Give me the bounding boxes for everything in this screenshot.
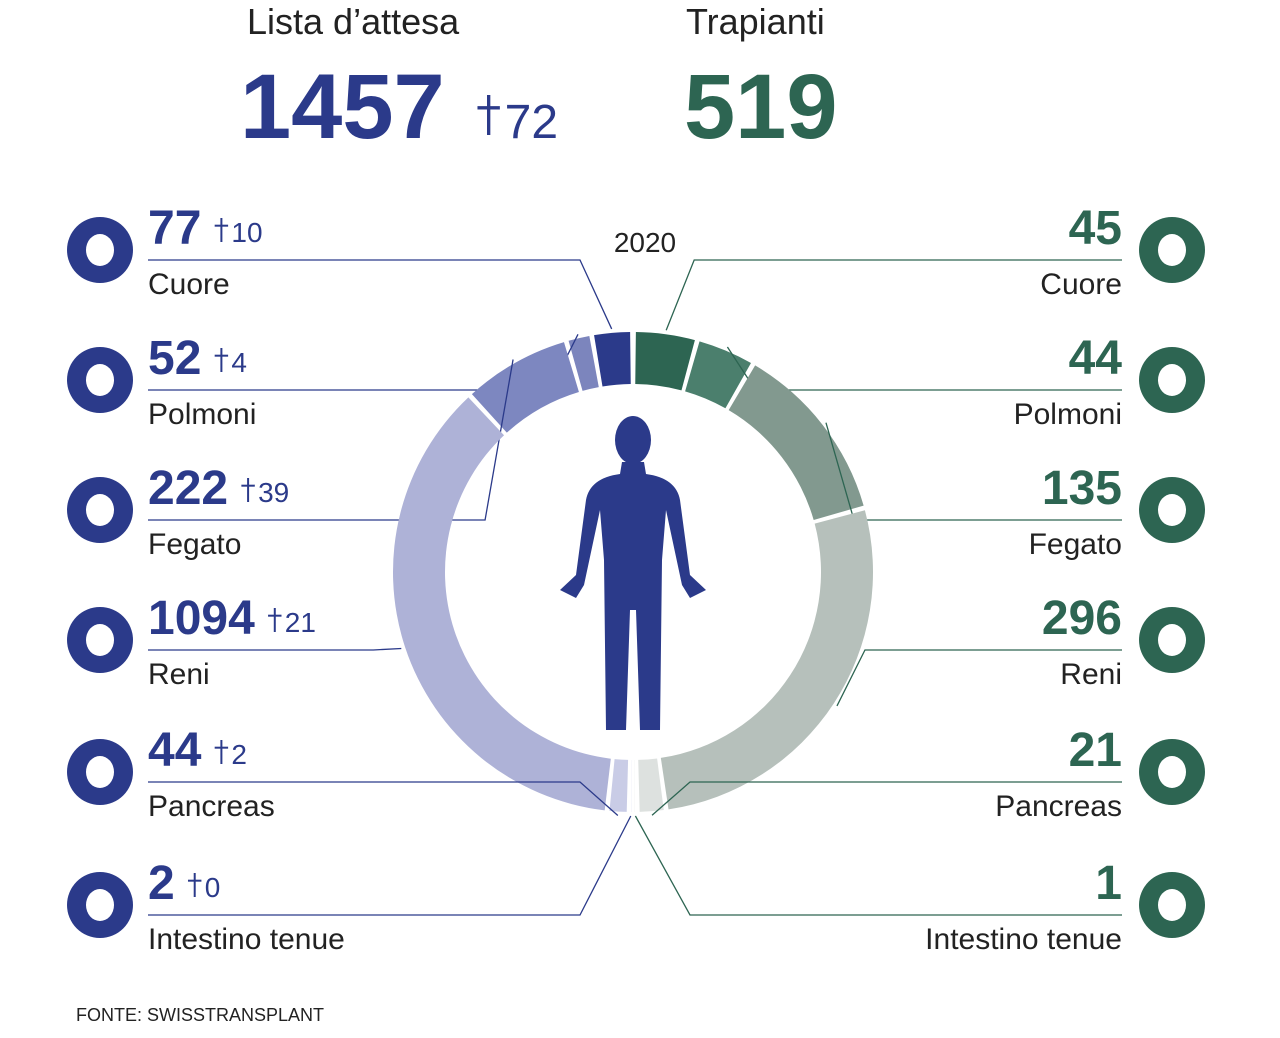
donut-segment [471,342,579,433]
organ-value: 296 [1042,592,1122,645]
organ-deaths: 0 [205,872,221,903]
organ-icon-shape [86,234,114,266]
transplant-header: Trapianti [686,1,825,42]
dagger [477,95,500,135]
waiting-deaths-total: 72 [505,96,558,149]
leader-line [148,259,613,330]
leader-line [726,346,1122,391]
leader-line [634,815,1122,916]
leader-line [148,781,619,817]
organ-value: 21 [1069,724,1122,777]
organ-icon-shape [86,494,114,526]
dagger [214,218,229,242]
organ-name: Pancreas [148,790,275,823]
dagger [268,608,282,632]
leader-line [148,359,514,521]
leader-line [651,781,1122,816]
organ-value: 44 [148,724,202,777]
leader-line [665,259,1122,331]
organ-name: Cuore [148,268,230,301]
organ-icon-shape [86,889,114,921]
dagger [187,873,202,897]
organ-value: 44 [1069,332,1123,385]
human-figure [560,416,706,730]
organ-icon-shape [1158,624,1186,656]
organ-icon-shape [1158,756,1186,788]
leader-line [836,649,1122,707]
leader-line [148,815,632,916]
year: 2020 [614,227,676,258]
donut-segment [631,759,633,812]
organ-value: 222 [148,462,228,515]
organ-name: Intestino tenue [148,923,345,956]
donut-segment [393,397,611,811]
organ-value: 45 [1069,202,1122,255]
organ-name: Polmoni [148,398,256,431]
organ-value: 1094 [148,592,255,645]
organ-name: Fegato [1029,528,1122,561]
donut-segment [635,332,695,391]
organ-deaths: 21 [285,607,316,638]
organ-name: Cuore [1040,268,1122,301]
organ-icon-shape [86,364,114,396]
donut-segment [609,759,629,812]
organ-name: Pancreas [995,790,1122,823]
donut-segment [594,332,631,387]
organ-deaths: 2 [231,739,247,770]
organ-name: Reni [1060,658,1122,691]
donut-segment [568,336,599,391]
organ-icon-shape [86,756,114,788]
organ-deaths: 4 [231,347,247,378]
organ-value: 52 [148,332,201,385]
donut-segment [634,759,635,812]
waiting-total: 1457 [240,56,445,158]
dagger [214,740,229,764]
source: FONTE: SWISSTRANSPLANT [76,1005,324,1025]
dagger [214,348,229,372]
organ-name: Polmoni [1014,398,1122,431]
organ-icon-shape [1158,364,1186,396]
organ-name: Intestino tenue [925,923,1122,956]
organ-icon-shape [1158,494,1186,526]
transplant-total: 519 [684,56,838,158]
dagger [241,478,255,502]
donut-segment [660,510,873,810]
organ-name: Reni [148,658,210,691]
leader-line [148,647,402,651]
organ-icon-shape [1158,889,1186,921]
organ-deaths: 39 [258,477,289,508]
organ-value: 1 [1095,857,1122,910]
organ-name: Fegato [148,528,241,561]
donut-segment [728,365,864,520]
organ-value: 2 [148,857,175,910]
waiting-header: Lista d’attesa [247,1,460,42]
organ-deaths: 10 [231,217,262,248]
organ-value: 77 [148,202,201,255]
organ-value: 135 [1042,462,1122,515]
donut-segment [638,758,664,812]
organ-icon-shape [86,624,114,656]
organ-icon-shape [1158,234,1186,266]
